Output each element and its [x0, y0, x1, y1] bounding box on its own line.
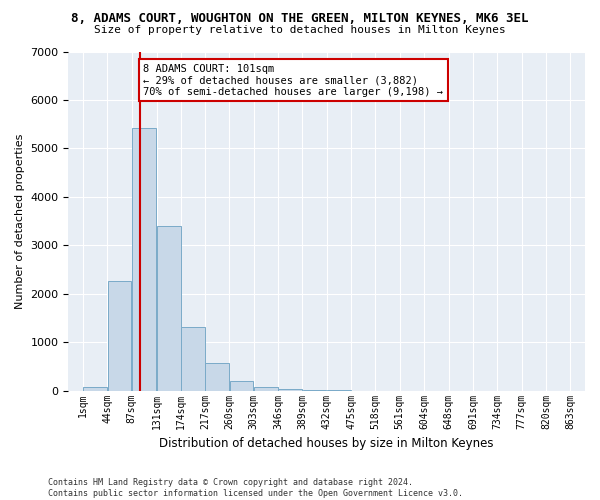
Bar	[157, 226, 181, 390]
X-axis label: Distribution of detached houses by size in Milton Keynes: Distribution of detached houses by size …	[160, 437, 494, 450]
Bar	[254, 387, 278, 390]
Bar	[83, 387, 107, 390]
Bar	[230, 381, 253, 390]
Bar	[278, 388, 302, 390]
Y-axis label: Number of detached properties: Number of detached properties	[15, 134, 25, 309]
Text: 8, ADAMS COURT, WOUGHTON ON THE GREEN, MILTON KEYNES, MK6 3EL: 8, ADAMS COURT, WOUGHTON ON THE GREEN, M…	[71, 12, 529, 26]
Bar	[132, 128, 155, 390]
Text: 8 ADAMS COURT: 101sqm
← 29% of detached houses are smaller (3,882)
70% of semi-d: 8 ADAMS COURT: 101sqm ← 29% of detached …	[143, 64, 443, 97]
Text: Contains HM Land Registry data © Crown copyright and database right 2024.
Contai: Contains HM Land Registry data © Crown c…	[48, 478, 463, 498]
Bar	[181, 327, 205, 390]
Text: Size of property relative to detached houses in Milton Keynes: Size of property relative to detached ho…	[94, 25, 506, 35]
Bar	[107, 281, 131, 390]
Bar	[205, 363, 229, 390]
